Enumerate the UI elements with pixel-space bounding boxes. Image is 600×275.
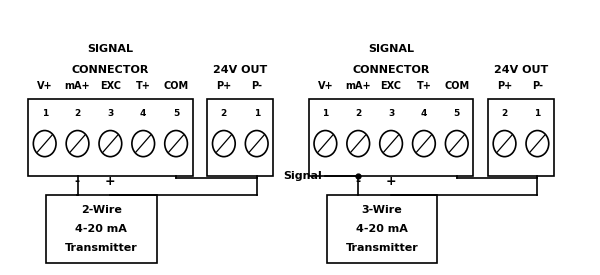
Ellipse shape xyxy=(66,131,89,157)
Text: P-: P- xyxy=(532,81,543,91)
Text: 5: 5 xyxy=(173,109,179,118)
Ellipse shape xyxy=(445,131,468,157)
Ellipse shape xyxy=(212,131,235,157)
Text: 4-20 mA: 4-20 mA xyxy=(356,224,408,234)
Text: T+: T+ xyxy=(416,81,431,91)
Text: P+: P+ xyxy=(216,81,232,91)
Text: P+: P+ xyxy=(497,81,512,91)
Ellipse shape xyxy=(380,131,403,157)
Text: +: + xyxy=(105,175,116,188)
Bar xyxy=(327,195,437,263)
Text: 24V OUT: 24V OUT xyxy=(494,65,548,75)
Text: 2: 2 xyxy=(502,109,508,118)
Text: P-: P- xyxy=(251,81,262,91)
Bar xyxy=(208,99,273,176)
Ellipse shape xyxy=(34,131,56,157)
Text: T+: T+ xyxy=(136,81,151,91)
Ellipse shape xyxy=(245,131,268,157)
Text: 2-Wire: 2-Wire xyxy=(81,205,122,215)
Text: V+: V+ xyxy=(37,81,53,91)
Text: 4: 4 xyxy=(140,109,146,118)
Text: V+: V+ xyxy=(317,81,333,91)
Text: COM: COM xyxy=(164,81,188,91)
Text: 1: 1 xyxy=(322,109,329,118)
Text: CONNECTOR: CONNECTOR xyxy=(352,65,430,75)
Bar xyxy=(309,99,473,176)
Ellipse shape xyxy=(165,131,187,157)
Text: Transmitter: Transmitter xyxy=(346,243,418,253)
Text: 1: 1 xyxy=(254,109,260,118)
Text: 3: 3 xyxy=(107,109,113,118)
Text: 2: 2 xyxy=(355,109,361,118)
Text: 2: 2 xyxy=(221,109,227,118)
Bar xyxy=(488,99,554,176)
Text: SIGNAL: SIGNAL xyxy=(368,45,414,54)
Text: 1: 1 xyxy=(534,109,541,118)
Text: EXC: EXC xyxy=(100,81,121,91)
Text: CONNECTOR: CONNECTOR xyxy=(71,65,149,75)
Ellipse shape xyxy=(526,131,549,157)
Text: 3-Wire: 3-Wire xyxy=(362,205,403,215)
Text: Transmitter: Transmitter xyxy=(65,243,138,253)
Text: mA+: mA+ xyxy=(65,81,91,91)
Text: -: - xyxy=(74,175,80,188)
Ellipse shape xyxy=(314,131,337,157)
Text: 24V OUT: 24V OUT xyxy=(213,65,268,75)
Text: -: - xyxy=(355,175,361,188)
Text: 4-20 mA: 4-20 mA xyxy=(76,224,127,234)
Ellipse shape xyxy=(132,131,155,157)
Text: SIGNAL: SIGNAL xyxy=(88,45,133,54)
Text: 4: 4 xyxy=(421,109,427,118)
Text: 3: 3 xyxy=(388,109,394,118)
Bar xyxy=(46,195,157,263)
Text: 1: 1 xyxy=(41,109,48,118)
Text: 2: 2 xyxy=(74,109,80,118)
Bar xyxy=(28,99,193,176)
Ellipse shape xyxy=(493,131,516,157)
Ellipse shape xyxy=(99,131,122,157)
Text: COM: COM xyxy=(444,81,469,91)
Text: +: + xyxy=(386,175,396,188)
Text: 5: 5 xyxy=(454,109,460,118)
Ellipse shape xyxy=(347,131,370,157)
Text: mA+: mA+ xyxy=(346,81,371,91)
Text: EXC: EXC xyxy=(380,81,401,91)
Text: Signal: Signal xyxy=(284,170,322,181)
Ellipse shape xyxy=(413,131,435,157)
